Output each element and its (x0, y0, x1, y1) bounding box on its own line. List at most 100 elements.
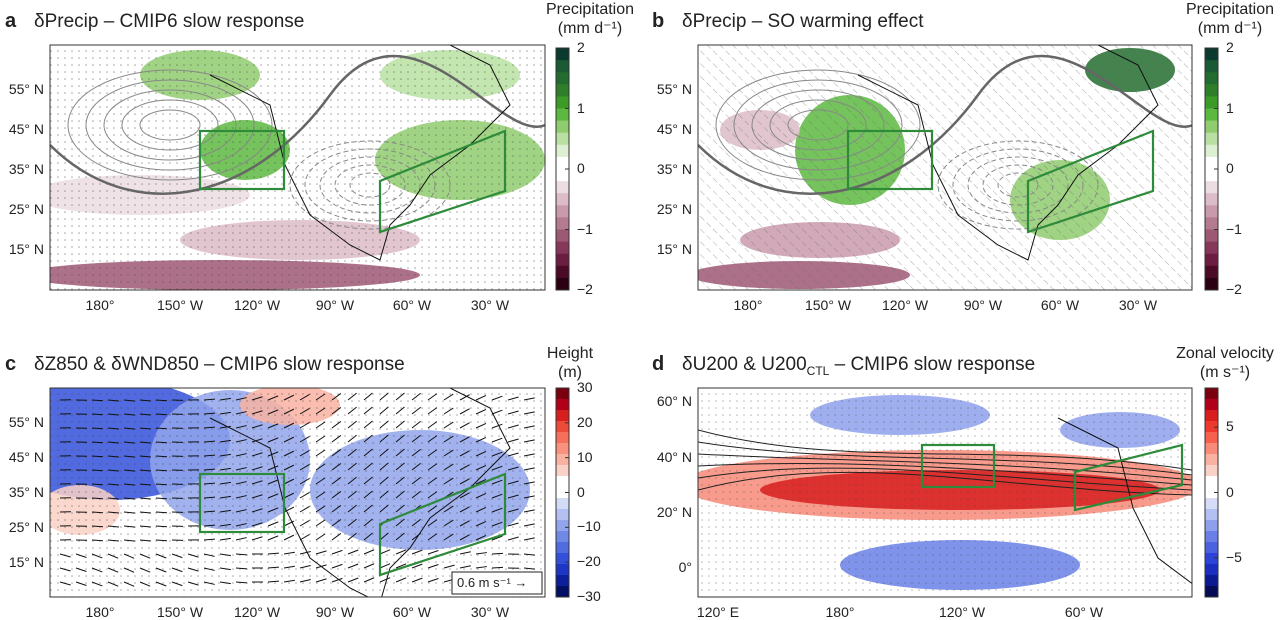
longitude-label: 180° (800, 604, 880, 620)
colorbar-segment (1205, 181, 1218, 194)
longitude-label: 150° W (788, 297, 868, 313)
wind-vector-arrow (92, 456, 103, 457)
latitude-label: 60° N (657, 393, 692, 409)
colorbar-segment (1205, 509, 1218, 521)
colorbar-segment (1205, 121, 1218, 134)
colorbar-tick-label: 10 (577, 449, 593, 465)
colorbar-segment (1205, 575, 1218, 587)
colorbar-segment (1205, 48, 1218, 61)
colorbar-tick-label: −20 (577, 553, 601, 569)
longitude-label: 120° W (865, 297, 945, 313)
colorbar-segment (1205, 586, 1218, 598)
latitude-label: 40° N (657, 449, 692, 465)
colorbar-segment (1205, 133, 1218, 146)
colorbar-segment (1205, 498, 1218, 510)
colorbar-segment (556, 476, 569, 488)
wind-vector-arrow (92, 498, 103, 499)
colorbar-segment (556, 531, 569, 543)
colorbar-tick-label: 30 (577, 379, 593, 395)
latitude-label: 45° N (657, 121, 692, 137)
colorbar-segment (556, 575, 569, 587)
colorbar-segment (556, 205, 569, 218)
colorbar-tick-label: −2 (577, 281, 593, 297)
significance-stippling (50, 388, 545, 597)
colorbar-segment (556, 109, 569, 122)
colorbar-segment (556, 193, 569, 206)
colorbar-segment (556, 432, 569, 444)
colorbar-segment (556, 586, 569, 598)
longitude-label: 150° W (140, 604, 220, 620)
colorbar-segment (1205, 476, 1218, 488)
colorbar-segment (1205, 410, 1218, 422)
latitude-label: 15° N (657, 241, 692, 257)
colorbar-tick-label: 1 (1226, 100, 1234, 116)
colorbar-tick-label: 5 (1226, 418, 1234, 434)
latitude-label: 35° N (9, 161, 44, 177)
colorbar-segment (1205, 553, 1218, 565)
longitude-label: 60° W (1020, 297, 1100, 313)
wind-vector-arrow (92, 470, 103, 471)
latitude-label: 55° N (9, 81, 44, 97)
colorbar-tick-label: 2 (1226, 39, 1234, 55)
colorbar-tick-label: −2 (1226, 281, 1242, 297)
longitude-label: 120° W (217, 297, 297, 313)
wind-vector-arrow (492, 567, 503, 568)
significance-stippling (698, 388, 1192, 597)
panel-b-map (690, 45, 1193, 290)
colorbar-tick-label: −10 (577, 518, 601, 534)
colorbar-segment (1205, 72, 1218, 85)
longitude-label: 90° W (295, 604, 375, 620)
colorbar-tick-label: 0 (577, 160, 585, 176)
colorbar-tick-label: 20 (577, 414, 593, 430)
wind-vector-arrow (92, 484, 103, 485)
colorbar-segment (1205, 399, 1218, 411)
colorbar-segment (1205, 230, 1218, 243)
longitude-label: 60° W (372, 297, 452, 313)
colorbar-segment (1205, 454, 1218, 466)
latitude-label: 55° N (9, 414, 44, 430)
colorbar-segment (556, 410, 569, 422)
longitude-label: 90° W (943, 297, 1023, 313)
latitude-label: 45° N (9, 449, 44, 465)
colorbar-segment (556, 542, 569, 554)
latitude-label: 25° N (657, 201, 692, 217)
colorbar-tick-label: 0 (1226, 484, 1234, 500)
latitude-label: 35° N (9, 484, 44, 500)
colorbar-segment (1205, 205, 1218, 218)
colorbar-segment (556, 242, 569, 255)
colorbar-segment (1205, 278, 1218, 291)
colorbar-segment (1205, 84, 1218, 97)
longitude-label: 90° W (295, 297, 375, 313)
colorbar-tick-label: −30 (577, 588, 601, 604)
colorbar-segment (1205, 145, 1218, 158)
colorbar-segment (556, 465, 569, 477)
colorbar-segment (1205, 531, 1218, 543)
latitude-label: 0° (679, 559, 692, 575)
colorbar-segment (556, 509, 569, 521)
latitude-label: 55° N (657, 81, 692, 97)
colorbar-segment (1205, 109, 1218, 122)
wind-vector-arrow (92, 414, 103, 415)
latitude-label: 25° N (9, 201, 44, 217)
wind-vector-arrow (92, 400, 103, 401)
longitude-label: 30° W (1098, 297, 1178, 313)
colorbar-segment (1205, 169, 1218, 182)
colorbar-segment (556, 254, 569, 267)
colorbar-segment (1205, 542, 1218, 554)
colorbar-segment (556, 230, 569, 243)
colorbar-segment (1205, 157, 1218, 170)
wind-vector-arrow (92, 526, 103, 527)
colorbar-tick-label: −5 (1226, 549, 1242, 565)
latitude-label: 15° N (9, 241, 44, 257)
colorbar-segment (556, 388, 569, 400)
colorbar-segment (1205, 564, 1218, 576)
wind-vector-arrow (492, 553, 503, 554)
colorbar-segment (556, 96, 569, 109)
longitude-label: 180° (60, 297, 140, 313)
colorbar-segment (556, 181, 569, 194)
colorbar-segment (556, 72, 569, 85)
colorbar-segment (1205, 217, 1218, 230)
longitude-label: 180° (60, 604, 140, 620)
longitude-label: 30° W (450, 297, 530, 313)
colorbar-segment (1205, 60, 1218, 73)
